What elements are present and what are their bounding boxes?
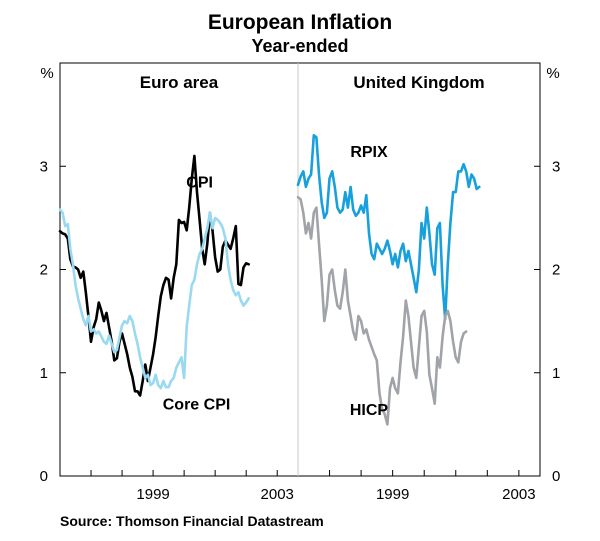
y-tick-label-left-2: 2 [40,262,48,279]
y-tick-label-right-1: 1 [552,365,560,382]
y-tick-label-right-0: 0 [552,468,560,485]
panel-title-euro-area: Euro area [140,73,219,92]
panel-title-united-kingdom: United Kingdom [353,73,484,92]
label-layer: Euro area CPI Core CPI United Kingdom RPIX HI… [140,73,485,419]
series-label-core-cpi: Core CPI [163,397,231,414]
source-note: Source: Thomson Financial Datastream [60,513,324,529]
x-tick-label-united-kingdom-1999: 1999 [376,486,409,503]
series-line-hicp [296,195,468,426]
x-tick-label-euro-area-2003: 2003 [261,486,294,503]
y-tick-label-right-3: 3 [552,158,560,175]
series-line-core-cpi [58,208,250,390]
chart-title: European Inflation [208,11,392,34]
y-tick-label-left-1: 1 [40,365,48,382]
x-tick-label-united-kingdom-2003: 2003 [502,486,535,503]
series-label-cpi: CPI [186,175,213,192]
plot-border [59,62,541,477]
chart-subtitle: Year-ended [251,36,348,56]
x-tick-label-euro-area-1999: 1999 [136,486,169,503]
series-label-hicp: HICP [350,402,389,419]
y-tick-label-left-0: 0 [40,468,48,485]
series-line-cpi [58,154,250,397]
plot-frame: 0 0 1 1 2 2 3 3 1999 2003 1999 2003 [40,62,560,503]
series-line-rpix [296,134,481,321]
y-axis-unit-left: % [40,65,53,82]
y-tick-label-right-2: 2 [552,262,560,279]
series-label-rpix: RPIX [350,144,388,161]
y-tick-label-left-3: 3 [40,158,48,175]
series-layer [58,134,481,426]
y-axis-unit-right: % [546,65,559,82]
